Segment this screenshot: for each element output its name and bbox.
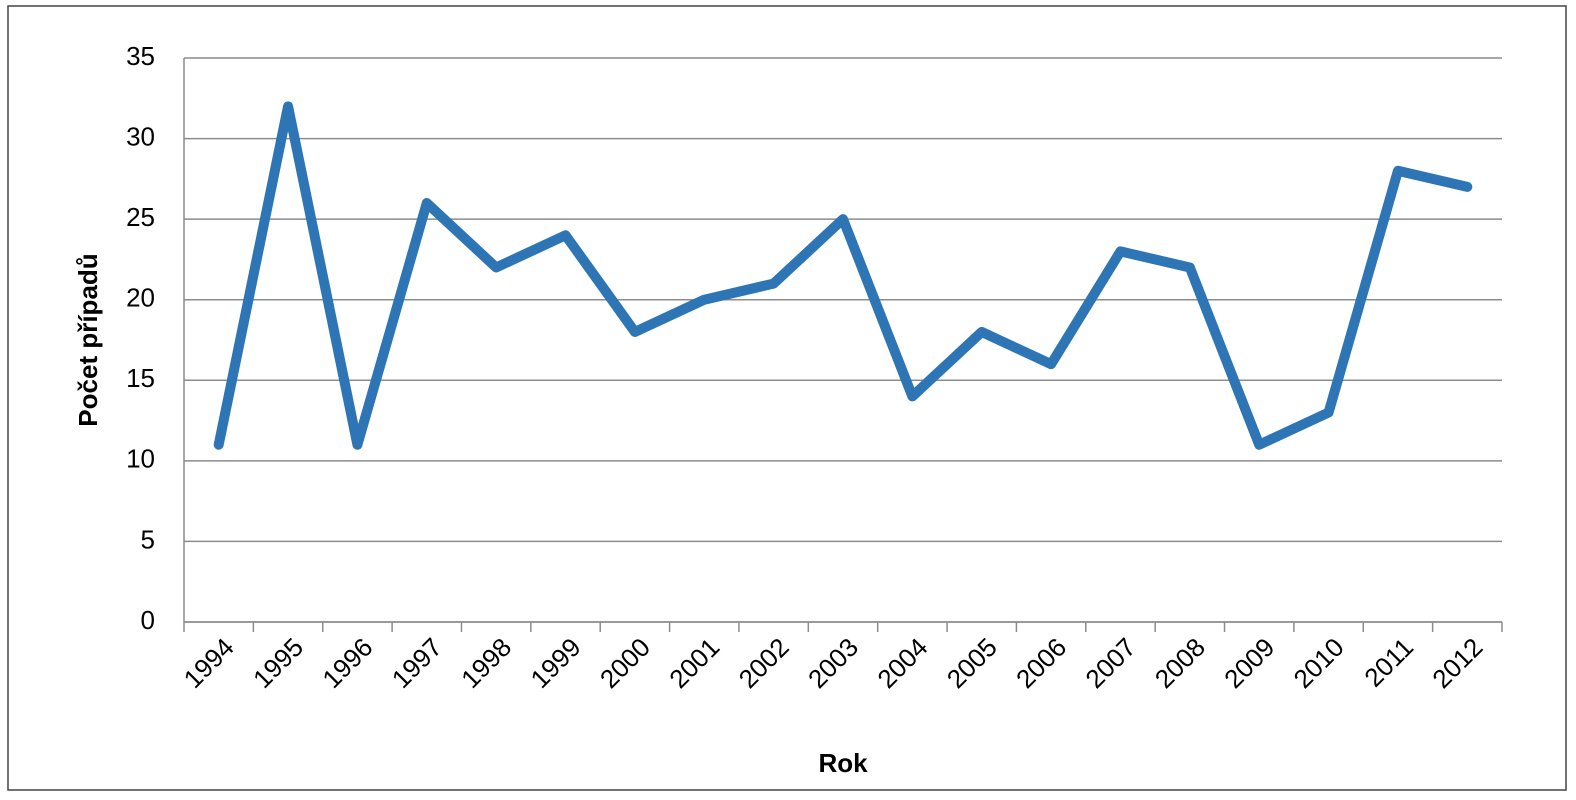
x-axis-title: Rok: [818, 748, 868, 778]
x-tick-label: 2011: [1358, 632, 1419, 693]
y-tick-label: 30: [126, 121, 155, 151]
data-line: [213, 101, 1473, 450]
x-tick-label: 2005: [941, 632, 1003, 694]
x-tick-label: 2001: [663, 632, 725, 694]
x-tick-label: 2006: [1010, 632, 1072, 694]
y-tick-label: 25: [126, 202, 155, 232]
x-tick-label: 1995: [247, 632, 309, 694]
x-tick-label: 1998: [455, 632, 517, 694]
x-tick-label: 2009: [1218, 632, 1280, 694]
y-tick-label: 10: [126, 444, 155, 474]
y-tick-label: 0: [141, 605, 155, 635]
x-tick-label: 2012: [1426, 632, 1488, 694]
y-tick-label: 35: [126, 41, 155, 71]
x-tick-label: 2007: [1079, 632, 1141, 694]
y-tick-label: 5: [141, 524, 155, 554]
x-tick-label: 2000: [594, 632, 656, 694]
x-tick-label: 2002: [733, 632, 795, 694]
x-tick-label: 2003: [802, 632, 864, 694]
x-tick-label: 1997: [386, 632, 448, 694]
y-axis-title: Počet případů: [73, 253, 103, 426]
x-tick-label: 1999: [525, 632, 587, 694]
y-tick-label: 15: [126, 363, 155, 393]
x-tick-label: 1996: [316, 632, 378, 694]
x-tick-label: 1994: [178, 632, 240, 694]
x-tick-label: 2008: [1149, 632, 1211, 694]
frame: [7, 5, 1567, 791]
x-tick-label: 2004: [871, 632, 933, 694]
y-tick-label: 20: [126, 283, 155, 313]
x-tick-label: 2010: [1288, 632, 1350, 694]
